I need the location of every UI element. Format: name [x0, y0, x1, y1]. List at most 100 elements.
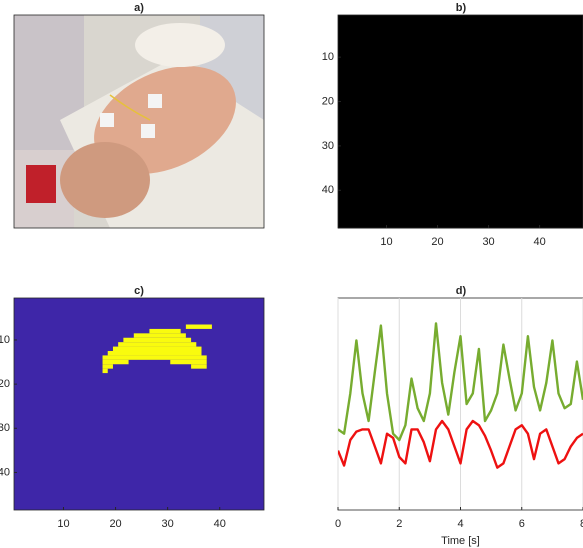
- heat-cell: [563, 33, 583, 51]
- heat-cell: [563, 139, 583, 157]
- heat-cell: [358, 193, 379, 211]
- heat-cell: [501, 175, 522, 193]
- heat-cell: [338, 51, 359, 69]
- heat-cell: [420, 68, 441, 86]
- heat-cell: [338, 210, 359, 228]
- x-tick-label: 40: [533, 236, 545, 248]
- x-axis-label: Time [s]: [441, 535, 480, 547]
- mask-segment: [103, 369, 108, 373]
- figure: a)1020304010203040b)1020304010203040c)02…: [0, 0, 583, 548]
- mask-segment: [149, 329, 180, 333]
- heat-cell: [542, 15, 563, 33]
- heat-cell: [338, 86, 359, 104]
- x-tick-label: 40: [214, 518, 226, 530]
- heat-cell: [440, 210, 461, 228]
- heat-cell: [379, 210, 400, 228]
- heat-cell: [338, 139, 359, 157]
- heat-cell: [420, 104, 441, 122]
- heat-cell: [379, 175, 400, 193]
- heat-cell: [501, 210, 522, 228]
- heat-cell: [501, 86, 522, 104]
- heat-cell: [542, 51, 563, 69]
- heat-cell: [461, 33, 482, 51]
- y-tick-label: 10: [0, 334, 10, 346]
- heat-cell: [563, 175, 583, 193]
- heat-cell: [563, 104, 583, 122]
- heat-cell: [338, 175, 359, 193]
- heat-cell: [358, 175, 379, 193]
- heat-cell: [358, 68, 379, 86]
- mask-segment: [103, 355, 207, 359]
- heat-cell: [440, 15, 461, 33]
- mask-segment: [186, 325, 212, 329]
- heat-cell: [379, 33, 400, 51]
- heat-cell: [522, 86, 543, 104]
- heat-cell: [358, 86, 379, 104]
- heat-cell: [563, 86, 583, 104]
- heat-cell: [522, 139, 543, 157]
- heat-cell: [358, 210, 379, 228]
- heat-cell: [522, 68, 543, 86]
- heat-cell: [501, 33, 522, 51]
- heat-cell: [461, 86, 482, 104]
- panel-title: c): [134, 285, 144, 297]
- heat-cell: [542, 68, 563, 86]
- heat-cell: [379, 157, 400, 175]
- heat-cell: [461, 210, 482, 228]
- heat-cell: [481, 51, 502, 69]
- heat-cell: [481, 210, 502, 228]
- heat-cell: [420, 33, 441, 51]
- heat-cell: [420, 193, 441, 211]
- mask-segment: [118, 342, 196, 346]
- heat-cell: [379, 122, 400, 140]
- mask-segment: [170, 360, 206, 364]
- panel-title: d): [456, 285, 467, 297]
- heat-cell: [522, 104, 543, 122]
- x-tick-label: 2: [396, 518, 402, 530]
- heat-cell: [501, 139, 522, 157]
- heat-cell: [338, 33, 359, 51]
- heat-cell: [501, 157, 522, 175]
- y-tick-label: 40: [0, 466, 10, 478]
- heat-cell: [399, 33, 420, 51]
- heat-cell: [563, 51, 583, 69]
- panel-title: b): [456, 2, 467, 14]
- heat-cell: [440, 157, 461, 175]
- heat-cell: [399, 157, 420, 175]
- heat-cell: [461, 175, 482, 193]
- heat-cell: [522, 122, 543, 140]
- x-tick-label: 6: [519, 518, 525, 530]
- y-tick-label: 40: [322, 184, 334, 196]
- heat-cell: [563, 15, 583, 33]
- heat-cell: [522, 51, 543, 69]
- heat-cell: [461, 157, 482, 175]
- x-tick-label: 20: [431, 236, 443, 248]
- heat-cell: [481, 33, 502, 51]
- heat-cell: [420, 15, 441, 33]
- heat-cell: [440, 86, 461, 104]
- heat-cell: [399, 86, 420, 104]
- photo: [14, 15, 264, 228]
- mask-segment: [103, 360, 129, 364]
- heat-cell: [358, 122, 379, 140]
- heat-cell: [420, 175, 441, 193]
- heat-cell: [399, 175, 420, 193]
- heat-cell: [481, 175, 502, 193]
- heat-cell: [440, 122, 461, 140]
- heat-cell: [420, 157, 441, 175]
- x-tick-label: 4: [457, 518, 463, 530]
- heat-cell: [420, 139, 441, 157]
- heat-cell: [542, 175, 563, 193]
- mask-segment: [103, 364, 113, 368]
- mask-segment: [191, 364, 207, 368]
- heat-cell: [440, 139, 461, 157]
- heat-cell: [542, 157, 563, 175]
- heat-cell: [399, 68, 420, 86]
- heat-cell: [481, 122, 502, 140]
- heat-cell: [379, 193, 400, 211]
- y-tick-label: 20: [322, 95, 334, 107]
- heat-cell: [379, 15, 400, 33]
- heat-cell: [358, 104, 379, 122]
- heat-cell: [563, 210, 583, 228]
- heat-cell: [358, 157, 379, 175]
